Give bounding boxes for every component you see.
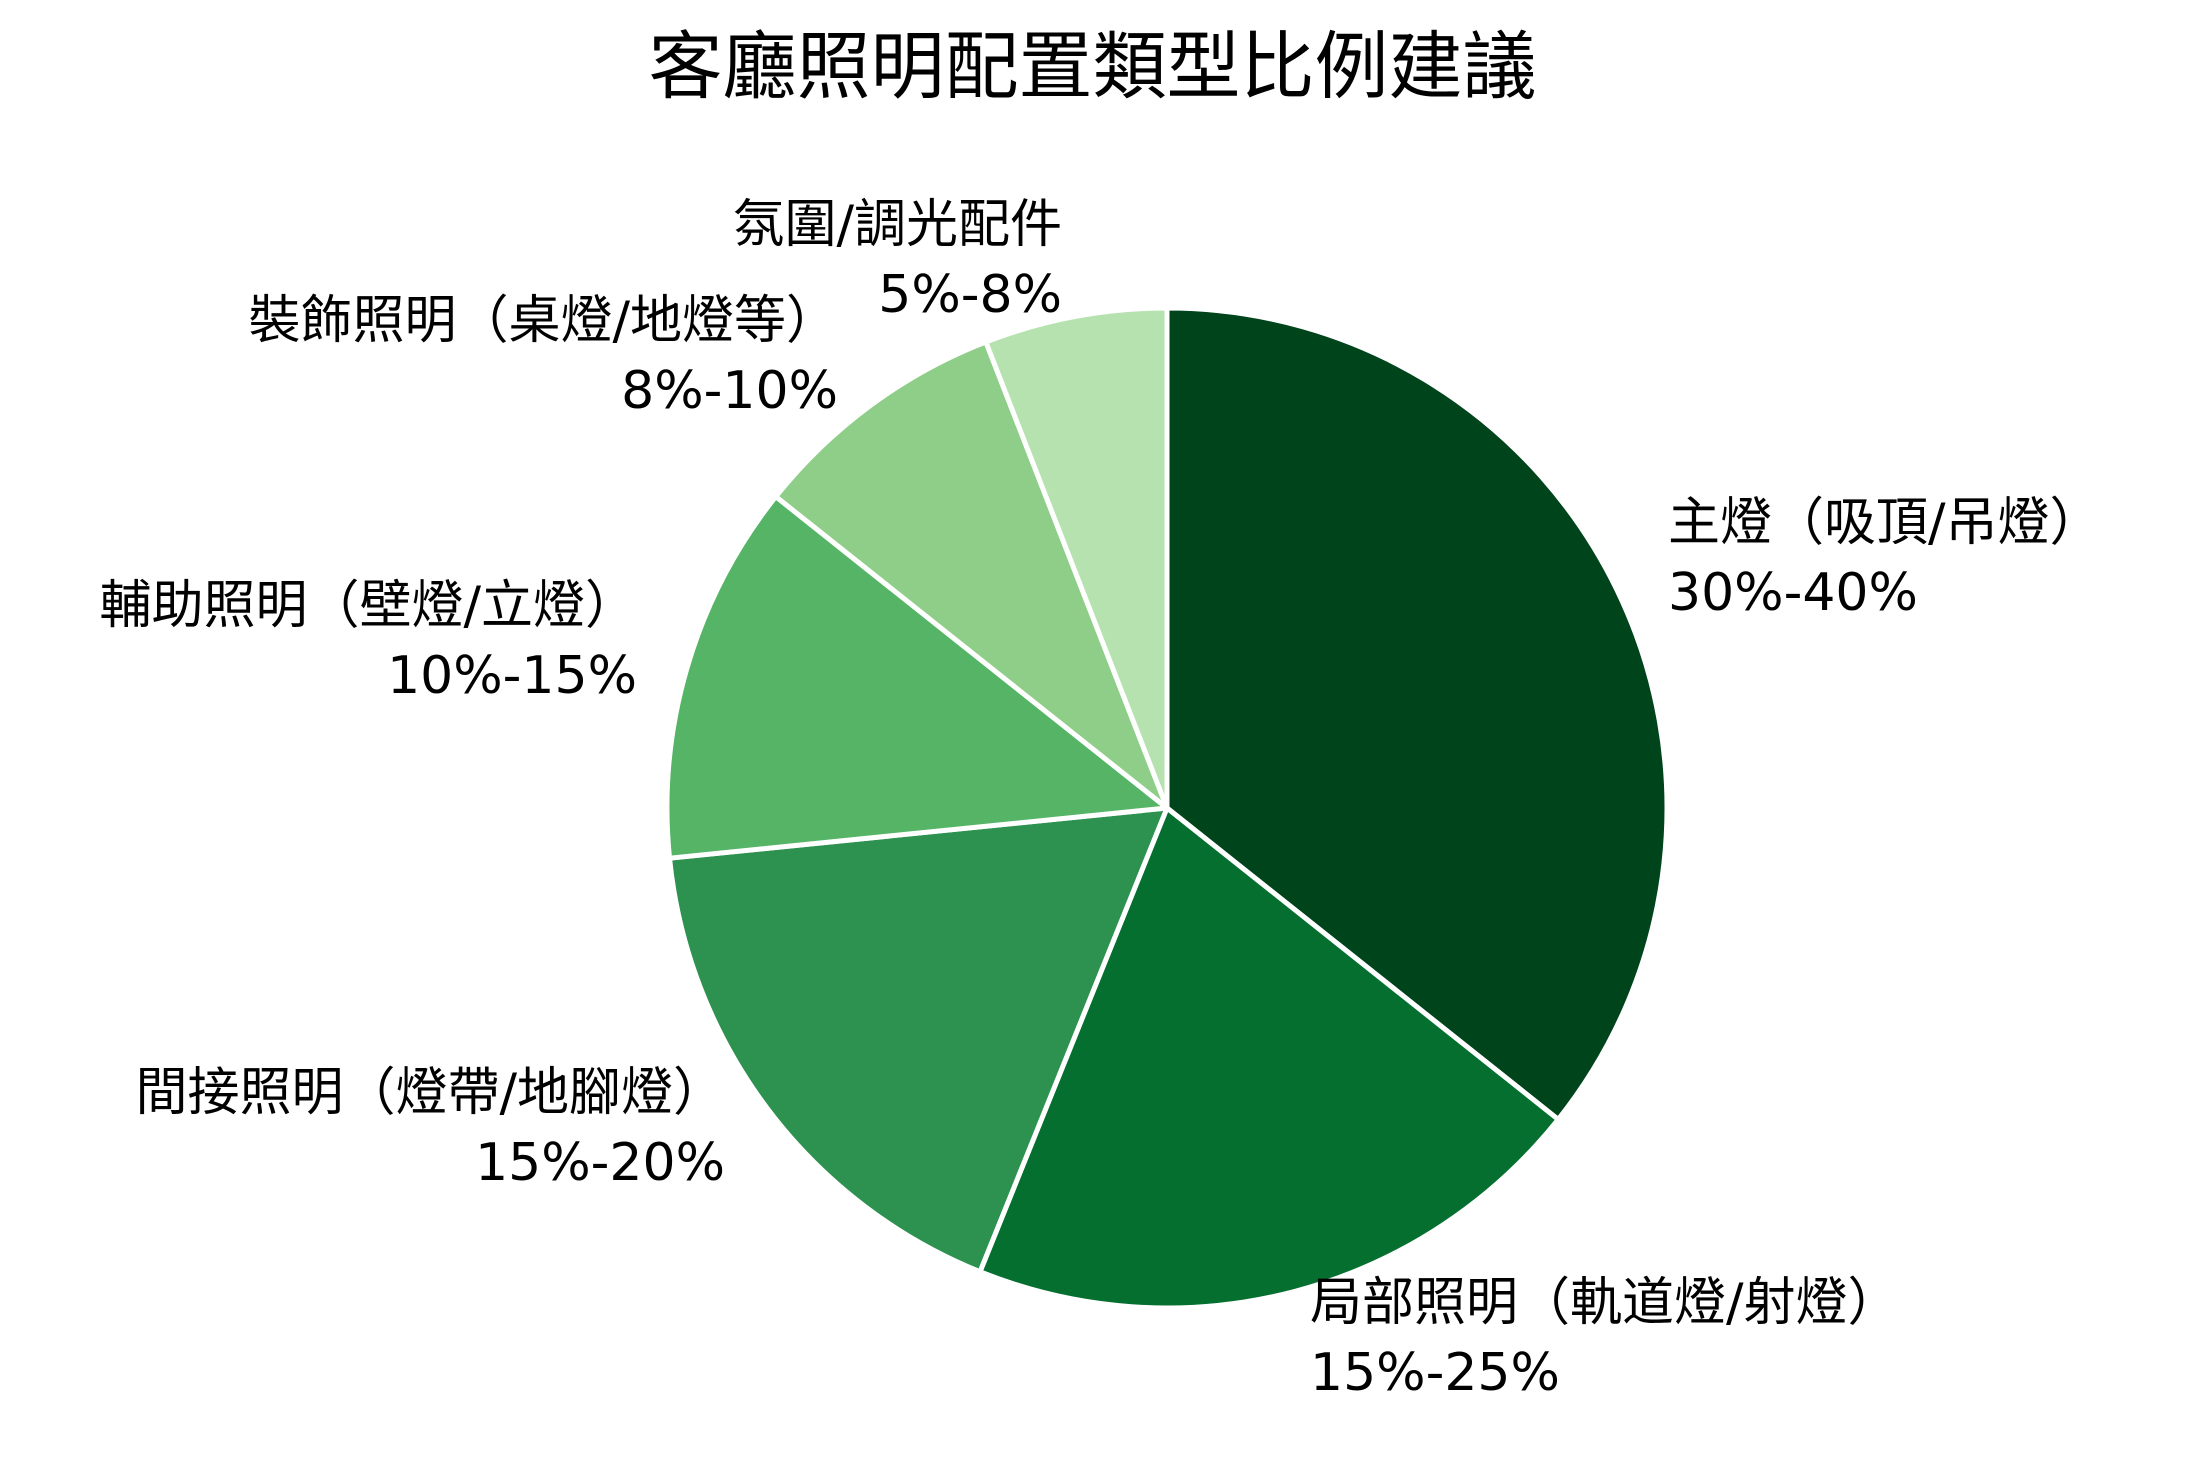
slice-label-local-light: 局部照明（軌道燈/射燈） 15%-25% [1310,1268,1900,1408]
slice-label-name: 輔助照明（壁燈/立燈） [99,576,637,636]
slice-label-auxiliary-light: 輔助照明（壁燈/立燈） 10%-15% [99,571,637,711]
pie-slice [773,339,1170,811]
slice-label-range: 8%-10% [621,361,838,421]
chart-title: 客廳照明配置類型比例建議 [648,24,1537,110]
slice-label-name: 局部照明（軌道燈/射燈） [1310,1273,1900,1333]
slice-label-ambient-accessories: 氛圍/調光配件 5%-8% [732,190,1062,330]
slice-label-indirect-light: 間接照明（燈帶/地腳燈） 15%-20% [135,1058,725,1198]
slice-label-range: 30%-40% [1668,563,1918,623]
pie-slice [977,805,1561,1311]
slice-label-range: 15%-20% [475,1133,725,1193]
pie-slice [667,805,1170,1275]
slice-label-name: 主燈（吸頂/吊燈） [1668,493,2102,553]
slice-label-range: 10%-15% [387,646,637,706]
pie-slice [664,494,1170,861]
slice-label-range: 15%-25% [1310,1343,1560,1403]
slice-label-range: 5%-8% [878,265,1062,325]
slice-label-main-light: 主燈（吸頂/吊燈） 30%-40% [1668,488,2102,628]
slice-label-name: 氛圍/調光配件 [732,195,1062,255]
pie-slice [983,305,1170,811]
slice-label-name: 間接照明（燈帶/地腳燈） [135,1063,725,1123]
pie-slice [1164,305,1670,1122]
slice-label-decorative-light: 裝飾照明（桌燈/地燈等） 8%-10% [248,286,838,426]
slice-label-name: 裝飾照明（桌燈/地燈等） [248,291,838,351]
